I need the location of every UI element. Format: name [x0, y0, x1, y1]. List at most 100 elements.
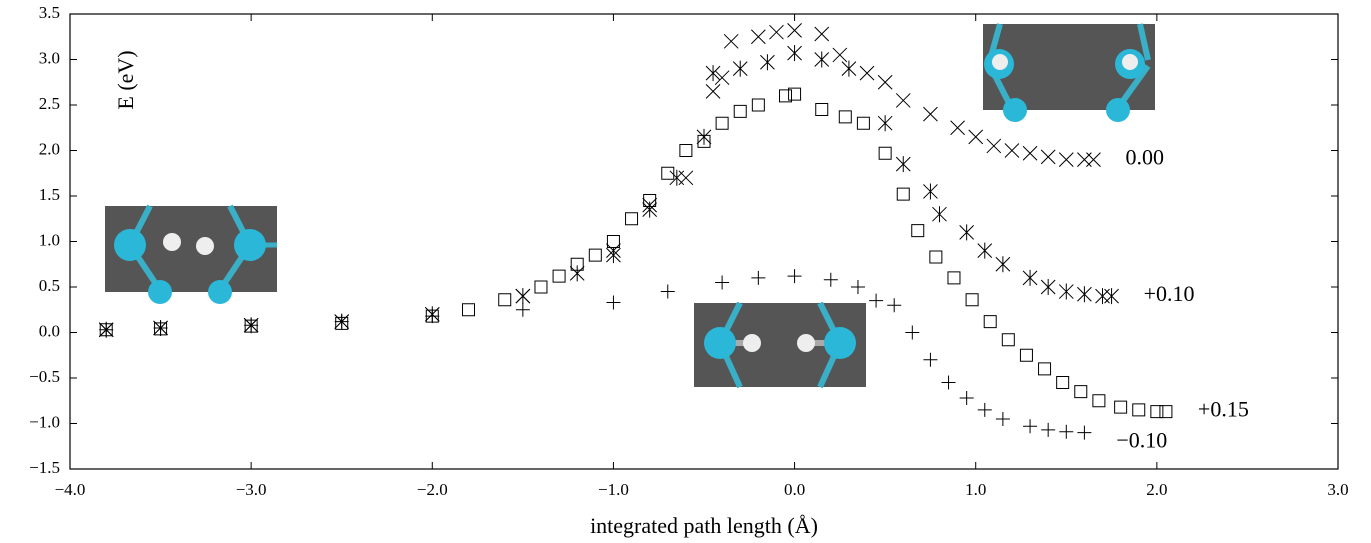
y-tick-label: 1.5 — [39, 185, 60, 204]
marker — [878, 115, 892, 131]
marker — [1059, 284, 1073, 300]
x-tick-label: 3.0 — [1327, 480, 1348, 499]
marker — [1039, 363, 1051, 375]
marker — [680, 145, 692, 157]
marker — [969, 130, 983, 144]
marker — [1077, 153, 1091, 167]
marker — [1075, 386, 1087, 398]
marker — [1115, 401, 1127, 413]
y-tick-label: 3.0 — [39, 48, 60, 67]
marker — [815, 27, 829, 41]
marker — [1059, 153, 1073, 167]
marker — [661, 285, 675, 299]
marker — [788, 23, 802, 37]
y-tick-label: 0.5 — [39, 276, 60, 295]
marker — [857, 117, 869, 129]
marker — [987, 139, 1001, 153]
marker — [499, 294, 511, 306]
marker — [716, 117, 728, 129]
marker — [960, 224, 974, 240]
marker — [670, 170, 684, 186]
marker — [752, 99, 764, 111]
marker — [839, 111, 851, 123]
marker — [869, 294, 883, 308]
marker — [1041, 279, 1055, 295]
chart: E (eV) integrated path length (Å) −4.0−3… — [0, 0, 1371, 543]
marker — [589, 249, 601, 261]
y-tick-label: −1.0 — [29, 412, 60, 431]
marker — [842, 61, 856, 77]
marker — [932, 206, 946, 222]
y-tick-label: 0.0 — [39, 321, 60, 340]
y-axis-label: E (eV) — [113, 50, 138, 109]
marker — [905, 326, 919, 340]
marker — [815, 52, 829, 68]
marker — [978, 403, 992, 417]
marker — [1057, 377, 1069, 389]
inset-top-right — [983, 24, 1155, 122]
marker — [1105, 288, 1119, 304]
marker — [570, 265, 584, 281]
marker — [1059, 425, 1073, 439]
marker — [948, 272, 960, 284]
y-tick-label: 2.5 — [39, 94, 60, 113]
marker — [1020, 349, 1032, 361]
marker — [553, 270, 565, 282]
x-tick-label: −3.0 — [236, 480, 267, 499]
marker — [1041, 150, 1055, 164]
marker — [887, 298, 901, 312]
x-tick-label: 0.0 — [784, 480, 805, 499]
marker — [816, 104, 828, 116]
marker — [966, 294, 978, 306]
marker — [1023, 146, 1037, 160]
marker — [516, 303, 530, 317]
marker — [1096, 288, 1110, 304]
marker — [724, 34, 738, 48]
series-label: −0.10 — [1116, 428, 1167, 453]
marker — [912, 225, 924, 237]
marker — [923, 183, 937, 199]
marker — [1077, 426, 1091, 440]
x-tick-label: 2.0 — [1146, 480, 1167, 499]
marker — [930, 251, 942, 263]
marker — [679, 171, 693, 185]
marker — [1005, 144, 1019, 158]
marker — [1133, 404, 1145, 416]
marker — [1151, 406, 1163, 418]
marker — [1093, 395, 1105, 407]
marker — [760, 54, 774, 70]
marker — [535, 281, 547, 293]
y-tick-label: −0.5 — [29, 367, 60, 386]
marker — [1023, 419, 1037, 433]
marker — [1002, 334, 1014, 346]
marker — [978, 243, 992, 259]
marker — [626, 213, 638, 225]
marker — [425, 309, 439, 323]
x-tick-label: −2.0 — [417, 480, 448, 499]
marker — [715, 275, 729, 289]
marker — [923, 107, 937, 121]
marker — [788, 45, 802, 61]
marker — [734, 105, 746, 117]
marker — [516, 288, 530, 304]
x-axis-label: integrated path length (Å) — [590, 513, 818, 538]
marker — [996, 256, 1010, 272]
marker — [606, 295, 620, 309]
marker — [960, 391, 974, 405]
marker — [879, 147, 891, 159]
marker — [1160, 406, 1172, 418]
marker — [896, 93, 910, 107]
y-tick-label: 3.5 — [39, 3, 60, 22]
inset-left — [105, 206, 277, 304]
marker — [751, 271, 765, 285]
inset-middle — [694, 303, 866, 387]
marker — [697, 129, 711, 145]
marker — [463, 304, 475, 316]
marker — [860, 66, 874, 80]
inset-images — [105, 24, 1155, 387]
y-tick-label: 2.0 — [39, 139, 60, 158]
marker — [1041, 423, 1055, 437]
marker — [706, 84, 720, 98]
marker — [833, 48, 847, 62]
x-tick-label: 1.0 — [965, 480, 986, 499]
